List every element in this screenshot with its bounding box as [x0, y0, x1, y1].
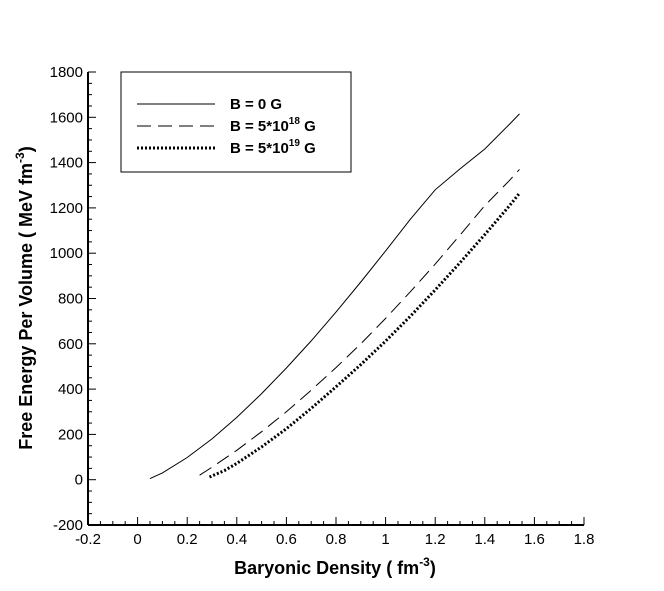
- x-axis-title-superscript: -3: [419, 555, 430, 569]
- x-axis-title-text: Baryonic Density ( fm: [234, 558, 419, 578]
- y-tick-label: 1600: [50, 109, 83, 126]
- y-tick-label: 800: [58, 291, 83, 308]
- x-axis-ticks: -0.2 0 0.2 0.4 0.6 0.8 1 1.2 1.4 1.6 1.8: [75, 517, 594, 548]
- x-tick-label: 0: [133, 531, 141, 548]
- x-tick-label: 1.6: [524, 531, 545, 548]
- y-tick-label: -200: [53, 517, 83, 534]
- legend-label-1: B = 0 G: [230, 96, 282, 113]
- legend-label-superscript: 19: [289, 138, 301, 149]
- y-tick-label: 1000: [50, 245, 83, 262]
- series-lines: [149, 113, 521, 480]
- legend: B = 0 GB = 5*1018 GB = 5*1019 G: [120, 71, 352, 173]
- legend-label-text: B = 5*10: [230, 118, 289, 135]
- x-tick-label: 1.4: [474, 531, 495, 548]
- legend-label-2: B = 5*1018 G: [230, 116, 316, 135]
- y-tick-label: 0: [75, 472, 83, 489]
- x-tick-label: 0.2: [177, 531, 198, 548]
- y-axis-title-end: ): [16, 146, 36, 152]
- x-axis-title: Baryonic Density ( fm-3): [234, 555, 436, 578]
- y-tick-label: 1800: [50, 64, 83, 81]
- legend-label-end: G: [300, 140, 316, 157]
- x-tick-label: 1.2: [425, 531, 446, 548]
- legend-box: [120, 71, 352, 173]
- x-axis-title-end: ): [430, 558, 436, 578]
- legend-label-text: B = 5*10: [230, 140, 289, 157]
- y-tick-label: 600: [58, 336, 83, 353]
- x-tick-label: 0.6: [276, 531, 297, 548]
- legend-label-3: B = 5*1019 G: [230, 138, 316, 157]
- plot-area: -0.2 0 0.2 0.4 0.6 0.8 1 1.2 1.4 1.6 1.8 -200 0 200 4…: [50, 64, 595, 548]
- x-tick-label: 1: [381, 531, 389, 548]
- y-axis-title-superscript: -3: [13, 152, 27, 163]
- x-tick-label: -0.2: [75, 531, 101, 548]
- y-axis-ticks: -200 0 200 400 600 800 1000 1200 1400 1600 1800: [50, 64, 96, 534]
- series-line-2: [199, 169, 520, 476]
- legend-label-end: G: [300, 118, 316, 135]
- x-tick-label: 1.8: [574, 531, 595, 548]
- series-line-3: [208, 192, 521, 479]
- y-tick-label: 1400: [50, 155, 83, 172]
- x-tick-label: 0.8: [326, 531, 347, 548]
- series-line-1: [149, 113, 520, 480]
- y-axis-title-text: Free Energy Per Volume ( MeV fm: [16, 163, 36, 450]
- legend-label-text: B = 0 G: [230, 96, 282, 113]
- y-tick-label: 1200: [50, 200, 83, 217]
- x-tick-label: 0.4: [226, 531, 247, 548]
- y-tick-label: 400: [58, 381, 83, 398]
- y-tick-label: 200: [58, 426, 83, 443]
- y-axis-title: Free Energy Per Volume ( MeV fm-3): [13, 146, 36, 449]
- legend-label-superscript: 18: [289, 116, 301, 127]
